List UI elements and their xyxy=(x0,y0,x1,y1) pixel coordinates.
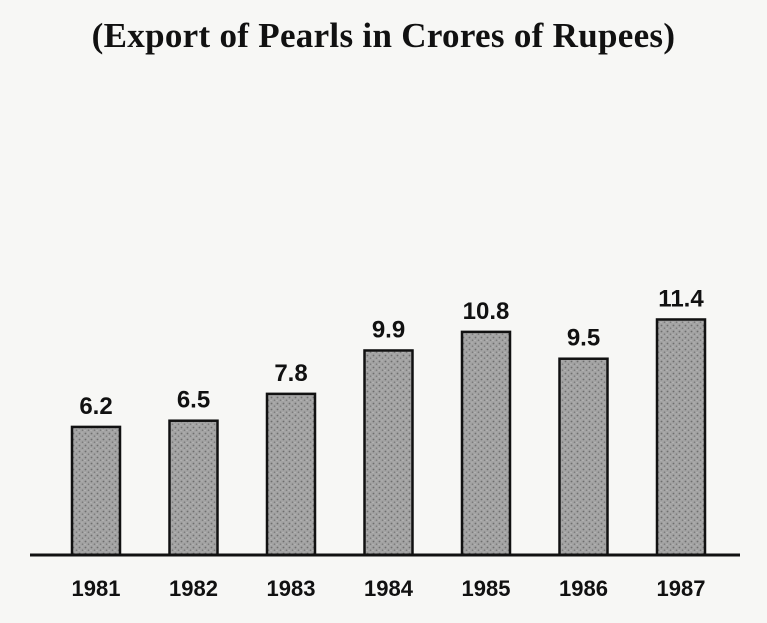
bar-1984 xyxy=(363,349,414,557)
bar-1985 xyxy=(460,330,512,557)
x-tick-label-1982: 1982 xyxy=(169,576,218,601)
bar-1987 xyxy=(655,318,707,557)
x-tick-label-1984: 1984 xyxy=(364,576,414,601)
x-tick-label-1986: 1986 xyxy=(559,576,608,601)
chart-title: (Export of Pearls in Crores of Rupees) xyxy=(91,16,676,55)
x-tick-label-1983: 1983 xyxy=(267,576,316,601)
x-tick-label-1981: 1981 xyxy=(72,576,121,601)
data-label-1985: 10.8 xyxy=(463,298,510,325)
x-tick-label-1987: 1987 xyxy=(657,576,706,601)
bars-layer xyxy=(70,318,707,557)
data-label-1986: 9.5 xyxy=(567,325,600,352)
data-label-1982: 6.5 xyxy=(177,387,210,414)
data-label-1981: 6.2 xyxy=(79,393,112,420)
data-label-1983: 7.8 xyxy=(274,360,307,387)
x-tick-label-1985: 1985 xyxy=(462,576,511,601)
bar-1983 xyxy=(265,392,317,557)
labels-layer: 6.2 1981 6.5 1982 7.8 1983 9.9 1984 10.8 1985 9.5 1… xyxy=(72,285,706,601)
bar-1986 xyxy=(558,357,609,557)
data-label-1987: 11.4 xyxy=(658,285,704,312)
data-label-1984: 9.9 xyxy=(372,316,405,343)
bar-1981 xyxy=(70,425,122,557)
bar-1982 xyxy=(168,419,219,557)
